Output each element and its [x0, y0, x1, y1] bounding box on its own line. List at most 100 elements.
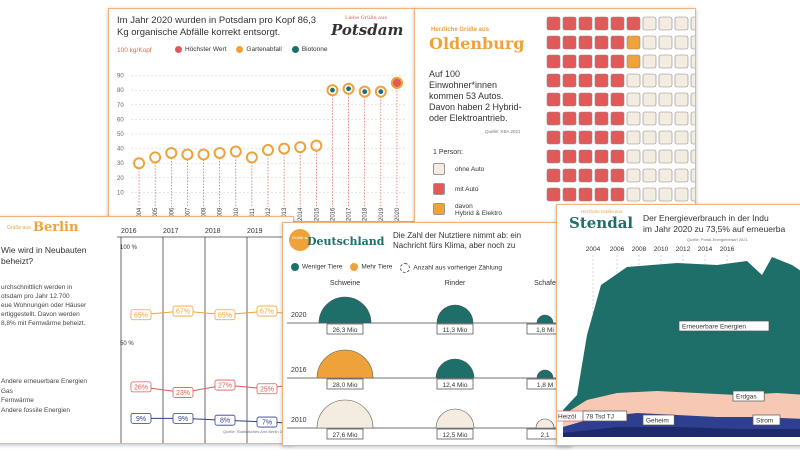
- x-tick-label: 2009: [218, 207, 224, 221]
- person-square: [594, 149, 609, 164]
- stendal-chart: 2004 2006 2008 2010 2012 2014 2016 Erneuerbare …: [557, 246, 800, 437]
- y-tick-label: 20: [117, 176, 124, 182]
- value-box: [326, 378, 364, 390]
- data-label: 26%: [134, 384, 148, 391]
- label-secret-box: [642, 414, 675, 426]
- x-tick-label: 2013: [282, 207, 288, 221]
- person-square: [674, 92, 689, 107]
- data-point: [262, 144, 274, 157]
- person-square: [626, 130, 641, 145]
- stendal-card: Herzliche Grüße aus Stendal Der Energiev…: [556, 204, 800, 446]
- potsdam-title: Im Jahr 2020 wurden in Potsdam pro Kopf …: [117, 15, 317, 38]
- legend-highest: Höchster Wert: [175, 46, 226, 53]
- person-square: [626, 149, 641, 164]
- person-square: [610, 92, 625, 107]
- person-square: [594, 130, 609, 145]
- data-point: [165, 146, 178, 159]
- pct-100: 100 %: [120, 245, 138, 251]
- potsdam-card: Im Jahr 2020 wurden in Potsdam pro Kopf …: [108, 8, 416, 222]
- data-label-box: [172, 387, 194, 398]
- label-renewables: Erneuerbare Energien: [682, 324, 746, 331]
- label-total: 78 Tsd TJ: [586, 414, 614, 421]
- half-circle: [318, 296, 372, 324]
- person-square: [642, 73, 657, 88]
- deutschland-badge-circle: [289, 229, 311, 251]
- potsdam-legend: Höchster Wert Gartenabfall Biotonne: [175, 46, 328, 53]
- value-label: 27,6 Mio: [333, 432, 358, 439]
- person-square: [658, 111, 673, 126]
- data-label: 25%: [260, 386, 274, 393]
- person-square: [642, 130, 657, 145]
- person-square: [578, 149, 593, 164]
- person-square: [658, 149, 673, 164]
- row-year: 2016: [291, 367, 307, 374]
- person-square: [626, 73, 641, 88]
- legend-bio: Biotonne: [291, 46, 328, 53]
- data-label-box: [130, 381, 152, 393]
- person-square: [610, 149, 625, 164]
- berlin-badge-small: Grüße aus: [7, 225, 31, 231]
- half-circle: [316, 349, 374, 379]
- berlin-chart: 20162017201820192020100 %50 %65%67%65%67…: [117, 228, 293, 443]
- person-square: [610, 187, 625, 202]
- value-box: [436, 378, 474, 390]
- half-circle: [536, 314, 554, 324]
- person-square: [610, 54, 625, 69]
- person-square: [578, 92, 593, 107]
- person-square: [658, 35, 673, 50]
- year-label: 2012: [676, 246, 691, 253]
- stendal-badge-small: Herzliche Grüße aus: [581, 209, 623, 214]
- data-label-box: [172, 305, 194, 317]
- y-tick-label: 10: [117, 190, 124, 196]
- person-square: [562, 16, 577, 31]
- potsdam-badge-small: Liebe Grüße aus: [345, 15, 387, 21]
- person-square: [562, 187, 577, 202]
- x-tick-label: 2015: [314, 207, 320, 221]
- y-tick-label: 60: [117, 117, 124, 123]
- half-circle: [535, 418, 555, 429]
- data-label: 9%: [136, 416, 146, 423]
- label-gas-box: [732, 390, 765, 402]
- year-label: 2010: [654, 246, 669, 253]
- data-point-inner: [346, 86, 351, 92]
- x-tick-label: 2010: [234, 207, 240, 221]
- stendal-title: Der Energieverbrauch in der Indu im Jahr …: [643, 213, 786, 234]
- data-label-box: [214, 309, 236, 321]
- data-label: 65%: [218, 312, 232, 319]
- value-box: [326, 323, 364, 335]
- person-square: [562, 35, 577, 50]
- person-square: [658, 168, 673, 183]
- data-point: [245, 151, 258, 164]
- data-point: [181, 148, 194, 161]
- person-square: [594, 35, 609, 50]
- x-tick-label: 2011: [250, 207, 256, 221]
- data-point: [278, 142, 291, 155]
- y-tick-label: 40: [117, 147, 124, 153]
- deutschland-badge: Deutschland: [307, 235, 385, 248]
- y-tick-label: 80: [117, 88, 124, 94]
- person-square: [658, 73, 673, 88]
- person-square: [594, 73, 609, 88]
- label-secret: Geheim: [646, 418, 669, 425]
- person-square: [610, 168, 625, 183]
- person-square: [594, 187, 609, 202]
- person-square: [562, 149, 577, 164]
- person-square: [594, 168, 609, 183]
- value-label: 28,0 Mio: [333, 382, 358, 389]
- person-square: [562, 92, 577, 107]
- person-square: [546, 130, 561, 145]
- berlin-question: Wie wird in Neubauten beheizt?: [1, 245, 87, 266]
- person-square: [578, 187, 593, 202]
- person-square: [658, 187, 673, 202]
- y-tick-label: 50: [117, 132, 124, 138]
- area-electricity: [563, 427, 800, 437]
- deutschland-card: Grüße aus Deutschland Die Zahl der Nutzt…: [282, 222, 572, 446]
- value-label: 1,8 M: [537, 382, 553, 389]
- data-label-box: [256, 416, 278, 428]
- potsdam-chart: 10 20 30 40 50 60 70 80 90 2004 2005 2006 2007 2008 20…: [117, 74, 405, 221]
- x-tick-label: 2014: [298, 207, 304, 221]
- data-label: 67%: [176, 309, 190, 316]
- person-square: [626, 92, 641, 107]
- deutschland-badge-small: Grüße aus: [292, 235, 311, 240]
- x-tick-label: 2016: [330, 207, 336, 221]
